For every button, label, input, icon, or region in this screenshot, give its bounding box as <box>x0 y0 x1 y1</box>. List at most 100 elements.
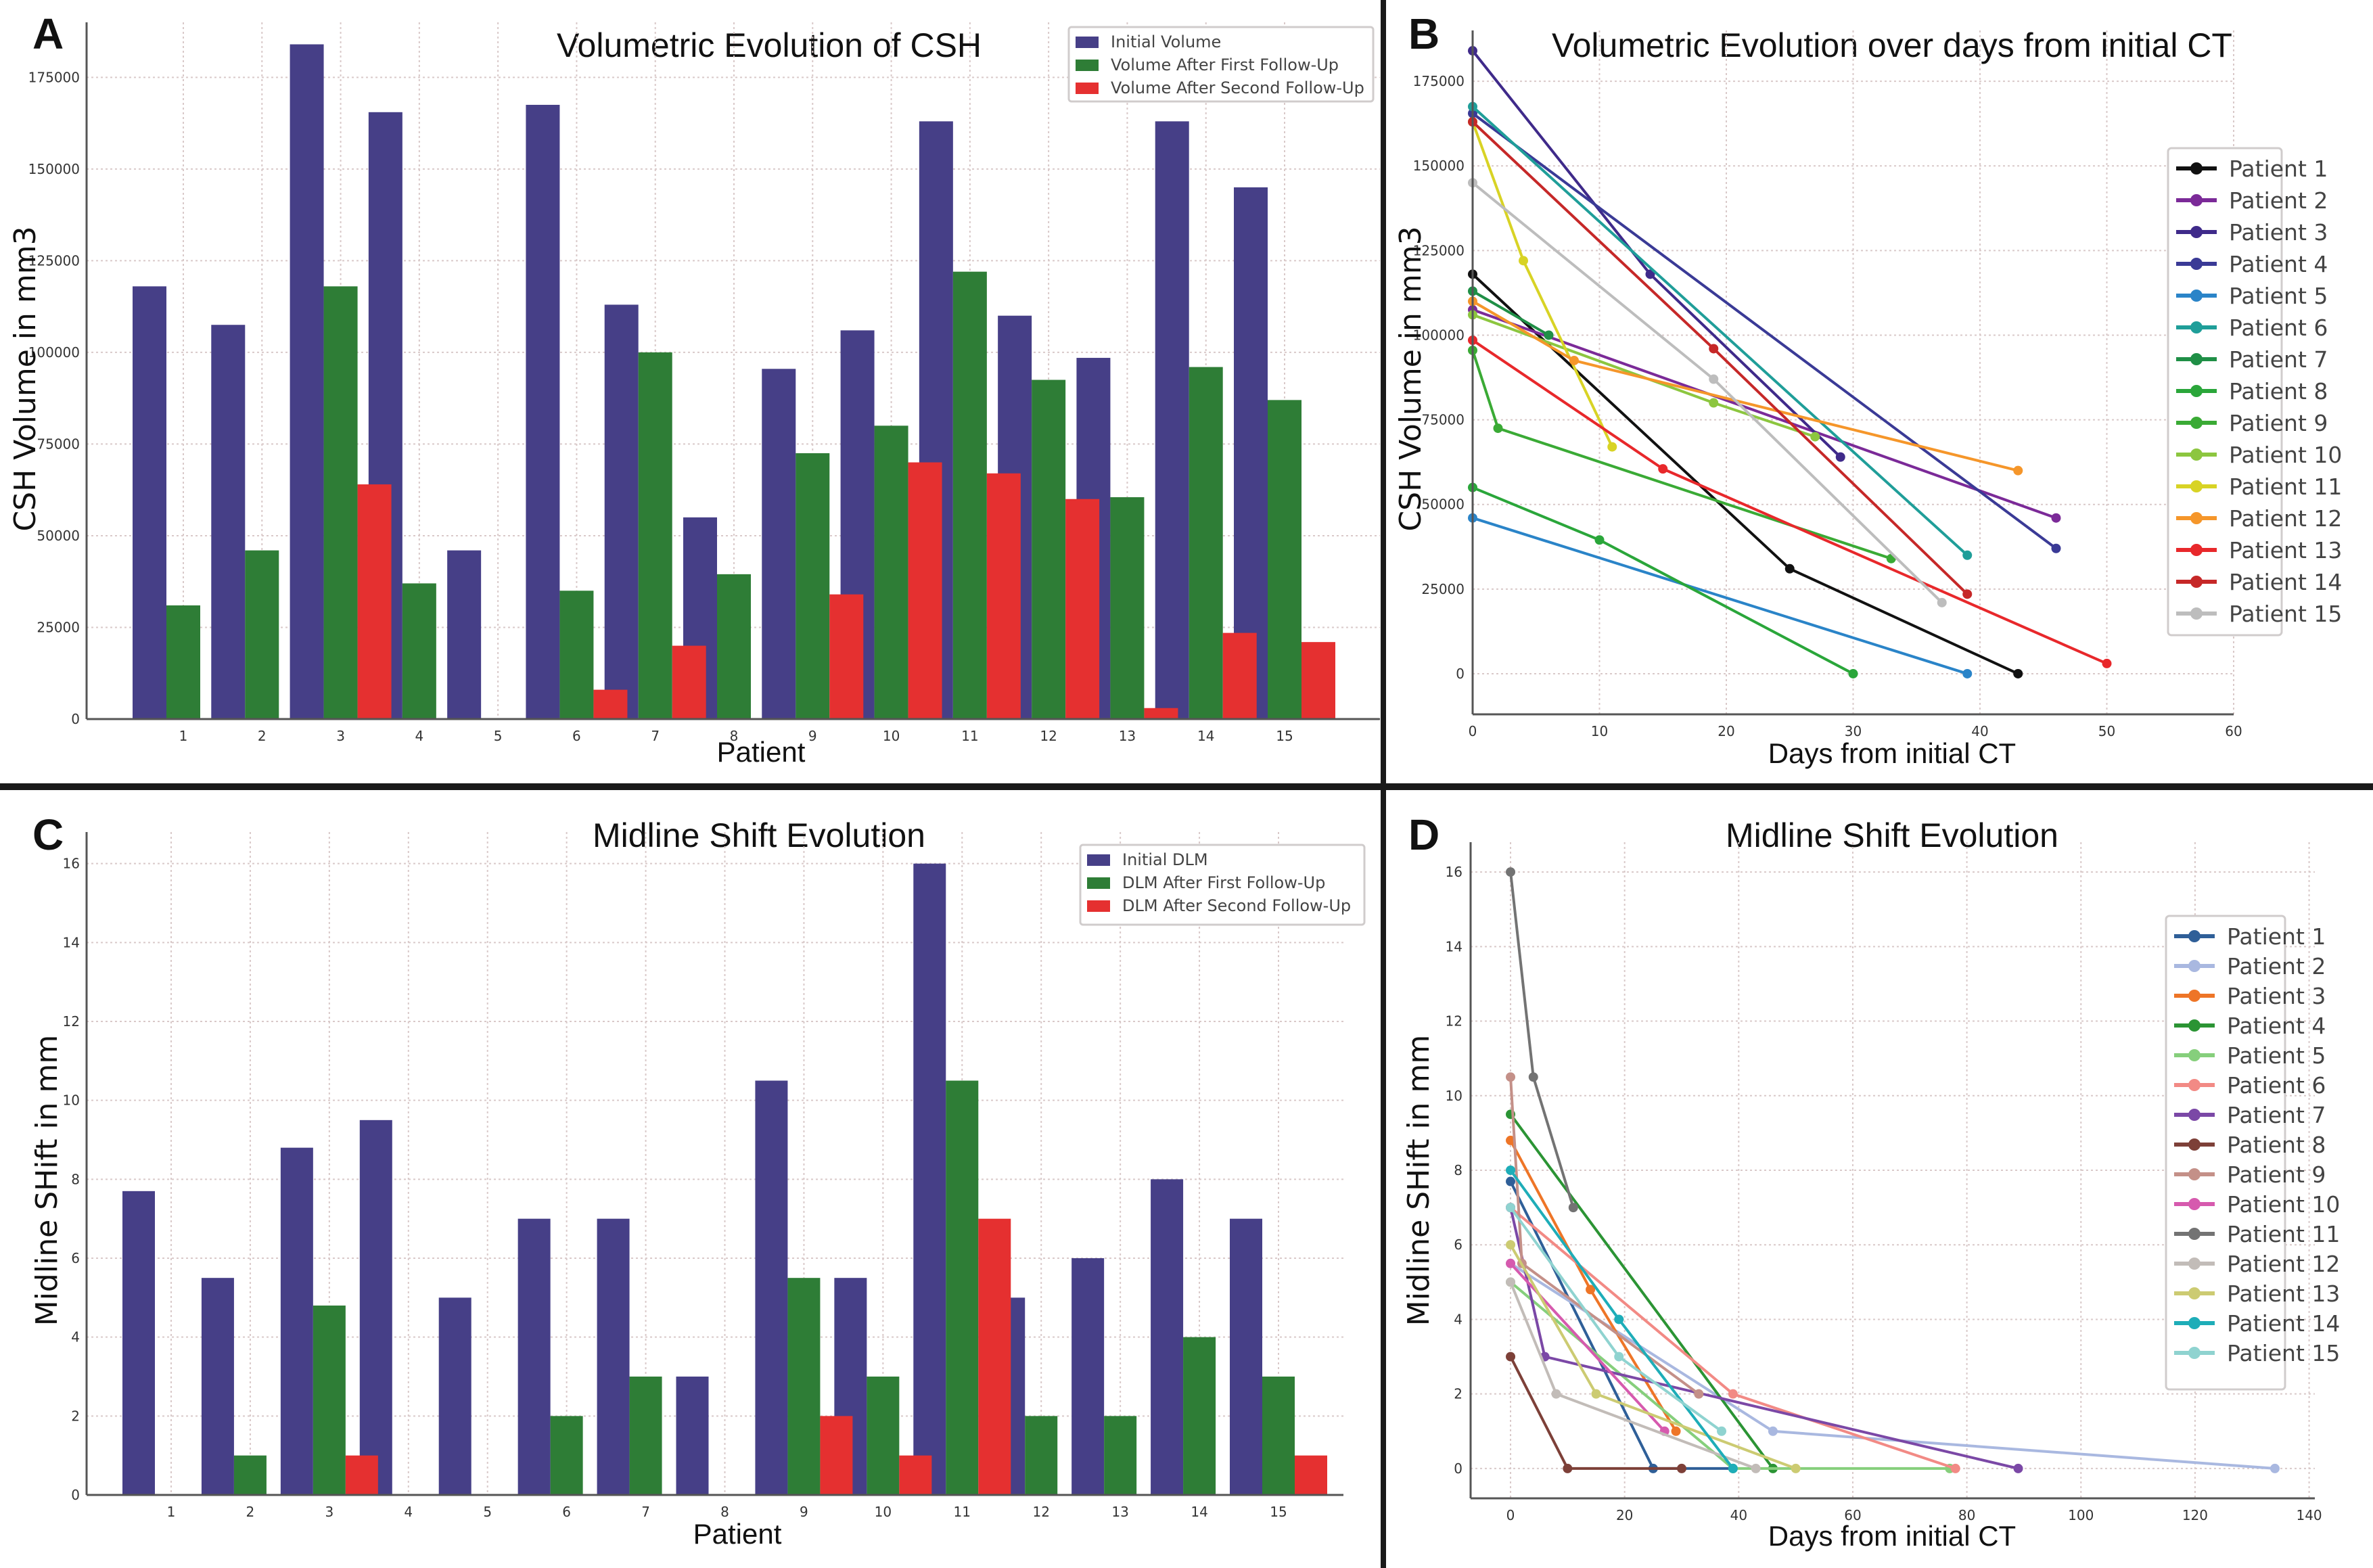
legend-marker <box>2190 353 2203 365</box>
legend-label: Patient 8 <box>2227 1132 2326 1158</box>
chart-title: Midline Shift Evolution <box>1726 816 2058 854</box>
bar <box>986 473 1021 719</box>
bar <box>796 453 830 719</box>
y-axis-label: CSH Volume in mm3 <box>8 226 43 531</box>
y-tick-label: 14 <box>1446 938 1462 954</box>
x-tick-label: 120 <box>2182 1507 2208 1523</box>
legend-label: Patient 11 <box>2227 1221 2340 1247</box>
data-point <box>2013 668 2023 678</box>
data-point <box>1835 452 1845 462</box>
bar <box>1025 1416 1058 1495</box>
bar <box>517 1218 551 1495</box>
plot-area: 0 25000 50000 75000 100000 125000 150000 175000… <box>28 22 1380 744</box>
legend-label: Patient 3 <box>2229 219 2328 246</box>
legend-swatch <box>1087 854 1110 866</box>
y-tick-label: 10 <box>63 1092 80 1109</box>
legend-label: Patient 2 <box>2227 953 2326 979</box>
legend-marker <box>2190 258 2203 270</box>
bar <box>201 1278 234 1495</box>
data-point <box>1607 442 1617 452</box>
x-tick-label: 11 <box>961 728 978 744</box>
bar <box>787 1278 821 1495</box>
panel-a-volumetric-bar-chart: A Volumetric Evolution of CSH 0 25000 5000… <box>8 9 1380 768</box>
data-point <box>1568 1203 1578 1213</box>
data-point <box>2013 465 2023 476</box>
series-line <box>1472 516 1968 675</box>
legend-label: Patient 6 <box>2227 1072 2326 1099</box>
legend-marker <box>2190 385 2203 397</box>
data-point <box>1694 1389 1704 1399</box>
data-point <box>1528 1072 1538 1082</box>
y-tick-label: 100000 <box>28 344 80 361</box>
x-tick-label: 0 <box>1469 723 1477 739</box>
legend-label: Patient 4 <box>2227 1013 2326 1039</box>
x-tick-label: 6 <box>562 1504 571 1520</box>
x-tick-label: 5 <box>494 728 503 744</box>
x-tick-label: 9 <box>800 1504 808 1520</box>
data-point <box>1810 432 1820 442</box>
legend-marker <box>2188 1109 2201 1121</box>
y-tick-label: 0 <box>1454 1460 1462 1477</box>
plot-area: 0 25000 50000 75000 100000 125000 150000 175000… <box>1413 30 2342 739</box>
y-tick-label: 6 <box>71 1250 80 1266</box>
legend-marker <box>2190 544 2203 556</box>
y-tick-label: 0 <box>71 711 80 727</box>
legend-swatch <box>1087 877 1110 889</box>
data-point <box>1594 535 1605 545</box>
y-tick-label: 100000 <box>1413 327 1465 343</box>
data-point <box>2051 543 2061 553</box>
data-point <box>1645 269 1655 279</box>
legend-box <box>1079 844 1366 926</box>
x-tick-label: 60 <box>1844 1507 1861 1523</box>
x-tick-label: 30 <box>1845 723 1862 739</box>
legend-marker <box>2190 321 2203 333</box>
x-tick-label: 3 <box>336 728 345 744</box>
x-tick-label: 2 <box>258 728 267 744</box>
y-tick-label: 0 <box>71 1487 80 1503</box>
legend-label: Patient 5 <box>2227 1042 2326 1069</box>
bar <box>820 1416 853 1495</box>
data-point <box>1493 423 1503 434</box>
data-point <box>1614 1352 1624 1362</box>
data-point <box>1791 1463 1801 1473</box>
x-tick-label: 14 <box>1191 1504 1207 1520</box>
x-tick-label: 13 <box>1111 1504 1128 1520</box>
chart-title: Midline Shift Evolution <box>593 816 925 854</box>
legend-label: Patient 2 <box>2229 187 2328 214</box>
legend: Initial DLM DLM After First Follow-Up DLM … <box>1079 844 1366 926</box>
data-point <box>1950 1463 1960 1473</box>
y-axis-label: Midline SHift in mm <box>30 1035 64 1327</box>
data-point <box>2102 658 2112 668</box>
legend-label: Patient 14 <box>2227 1310 2340 1337</box>
legend-marker <box>2188 1049 2201 1061</box>
bar <box>122 1191 155 1495</box>
data-point <box>1519 256 1528 266</box>
x-tick-label: 4 <box>404 1504 413 1520</box>
legend-label: Patient 1 <box>2229 156 2328 182</box>
data-point <box>1506 1166 1516 1175</box>
x-tick-label: 10 <box>875 1504 892 1520</box>
y-tick-label: 16 <box>63 856 80 872</box>
x-tick-label: 15 <box>1270 1504 1287 1520</box>
x-tick-label: 6 <box>572 728 581 744</box>
bar <box>447 550 482 719</box>
legend-marker <box>2190 226 2203 238</box>
chart-title: Volumetric Evolution over days from init… <box>1552 26 2232 64</box>
legend-marker <box>2188 1287 2201 1299</box>
legend-marker <box>2190 607 2203 620</box>
bar <box>1234 187 1268 719</box>
x-tick-label: 50 <box>2098 723 2115 739</box>
legend-label: Patient 6 <box>2229 315 2328 341</box>
legend-label: Patient 15 <box>2227 1340 2340 1366</box>
data-point <box>1569 355 1579 365</box>
data-point <box>1962 668 1973 678</box>
x-tick-label: 13 <box>1119 728 1136 744</box>
legend-marker <box>2188 990 2201 1002</box>
panel-letter-b: B <box>1408 9 1439 58</box>
legend: Patient 1 Patient 2 Patient 3 Patient 4 Pati… <box>2165 915 2340 1391</box>
bar <box>357 484 392 719</box>
bar <box>629 1377 662 1495</box>
horizontal-divider <box>0 783 2373 790</box>
data-point <box>1506 1176 1516 1186</box>
legend-marker <box>2190 576 2203 588</box>
